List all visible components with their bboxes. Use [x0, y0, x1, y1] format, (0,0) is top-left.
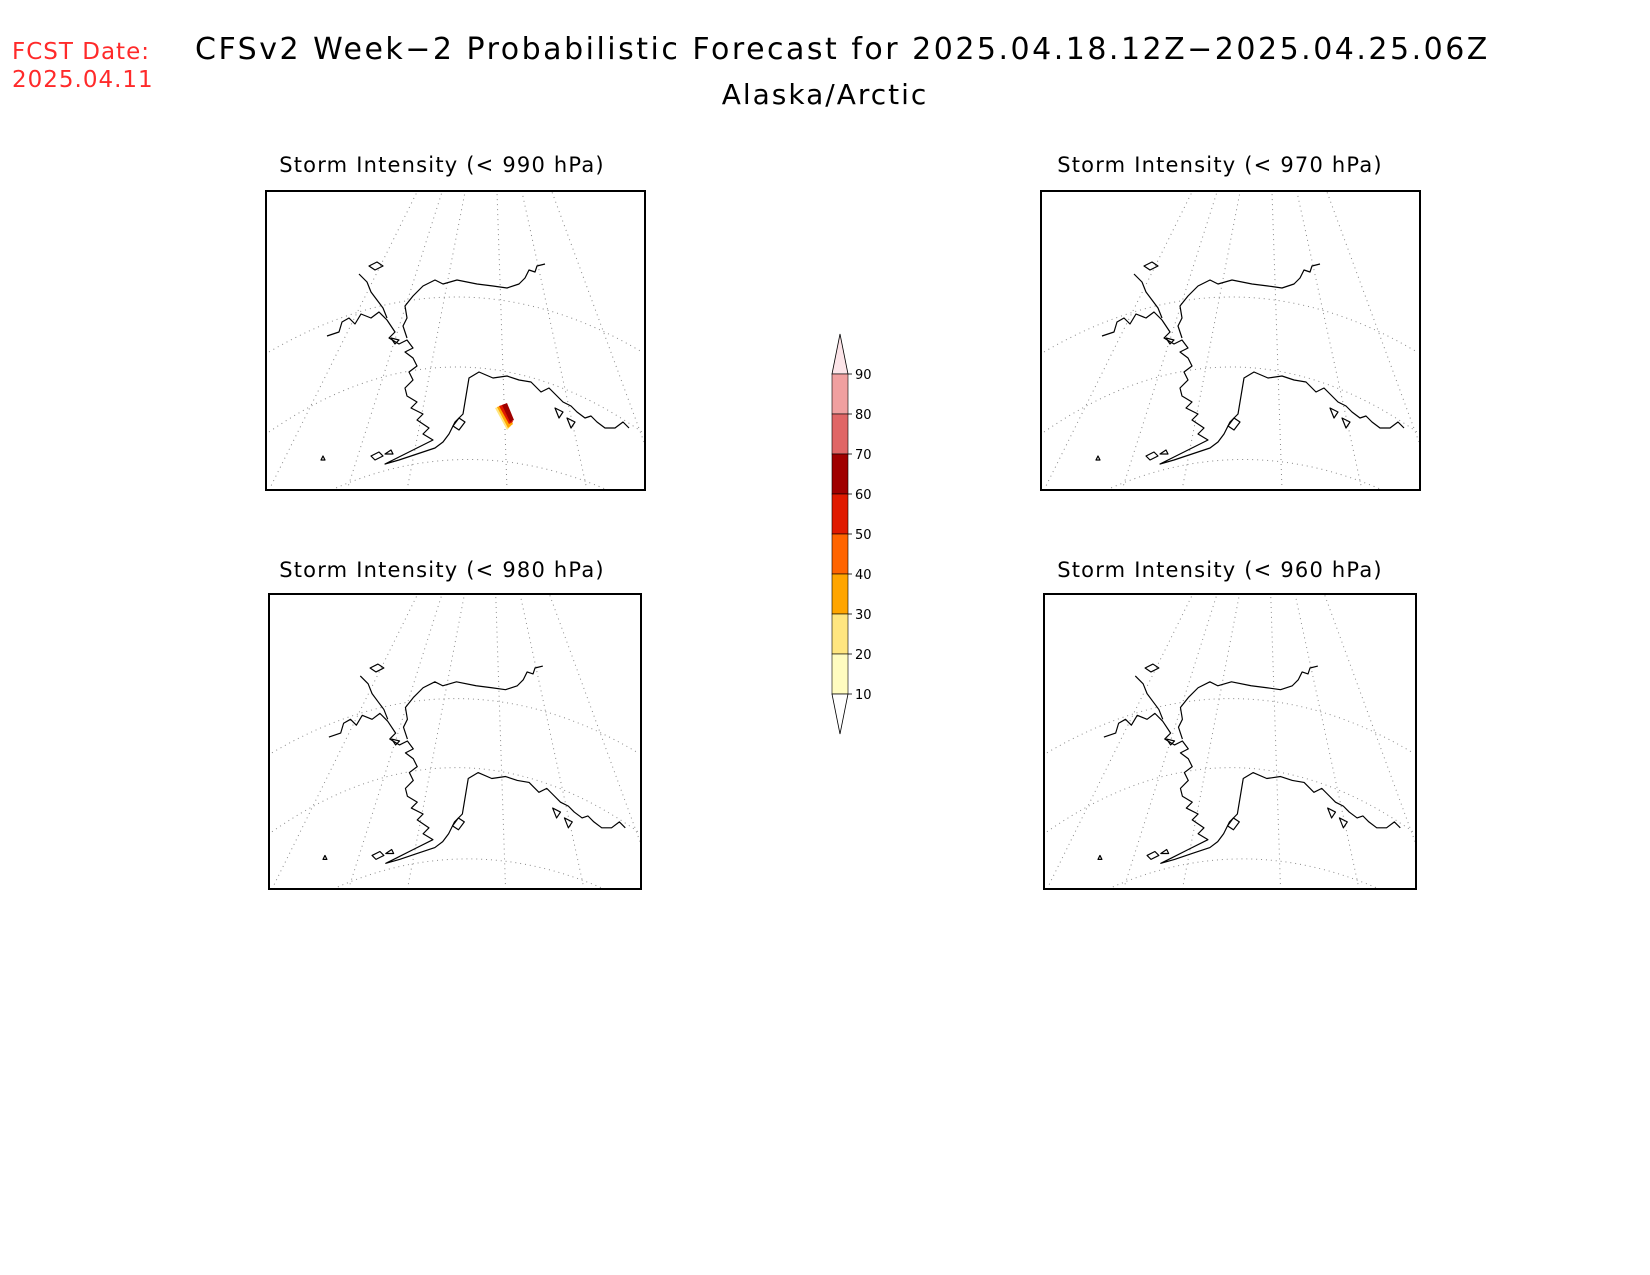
colorbar-tick-label: 80 [855, 408, 872, 423]
panel-title-990: Storm Intensity (< 990 hPa) [279, 153, 605, 177]
colorbar-swatch [831, 493, 849, 535]
forecast-date-value: 2025.04.11 [12, 67, 154, 93]
panel-title-960: Storm Intensity (< 960 hPa) [1057, 558, 1383, 582]
storm-probability-shading [495, 403, 514, 430]
map-panel-980 [268, 593, 642, 890]
colorbar-tick-label: 30 [855, 608, 872, 623]
colorbar-swatch [831, 653, 849, 695]
map-panel-970 [1040, 190, 1421, 491]
colorbar-swatch [831, 413, 849, 455]
panel-title-980: Storm Intensity (< 980 hPa) [279, 558, 605, 582]
graticule-lines [268, 192, 644, 489]
colorbar-top-extension [831, 333, 849, 375]
colorbar-swatch [831, 573, 849, 615]
region-subtitle: Alaska/Arctic [721, 78, 929, 111]
colorbar-bottom-extension [831, 693, 849, 735]
map-svg [268, 192, 644, 489]
forecast-date-block: FCST Date: 2025.04.11 [12, 38, 154, 94]
panel-title-970: Storm Intensity (< 970 hPa) [1057, 153, 1383, 177]
map-panel-960 [1043, 593, 1417, 890]
graticule-lines [1046, 595, 1415, 888]
colorbar-tick-label: 40 [855, 568, 872, 583]
colorbar-tick-label: 10 [855, 688, 872, 703]
alaska-coastline [320, 261, 630, 465]
forecast-date-label: FCST Date: [12, 39, 150, 65]
map-svg [1046, 595, 1415, 888]
page-title: CFSv2 Week−2 Probabilistic Forecast for … [195, 32, 1490, 67]
alaska-coastline [322, 663, 626, 864]
colorbar-swatch [831, 613, 849, 655]
colorbar-swatch [831, 453, 849, 495]
map-svg [1043, 192, 1419, 489]
map-svg [271, 595, 640, 888]
alaska-coastline [1097, 663, 1401, 864]
colorbar-swatch [831, 533, 849, 575]
probability-colorbar: 90 80 70 60 50 40 30 20 10 [831, 333, 872, 735]
colorbar-tick-label: 90 [855, 368, 872, 383]
graticule-lines [1043, 192, 1419, 489]
alaska-coastline [1095, 261, 1405, 465]
graticule-lines [271, 595, 640, 888]
colorbar-swatch [831, 373, 849, 415]
colorbar-tick-label: 50 [855, 528, 872, 543]
colorbar-tick-label: 70 [855, 448, 872, 463]
colorbar-tick-label: 60 [855, 488, 872, 503]
colorbar-tick-label: 20 [855, 648, 872, 663]
map-panel-990 [265, 190, 646, 491]
